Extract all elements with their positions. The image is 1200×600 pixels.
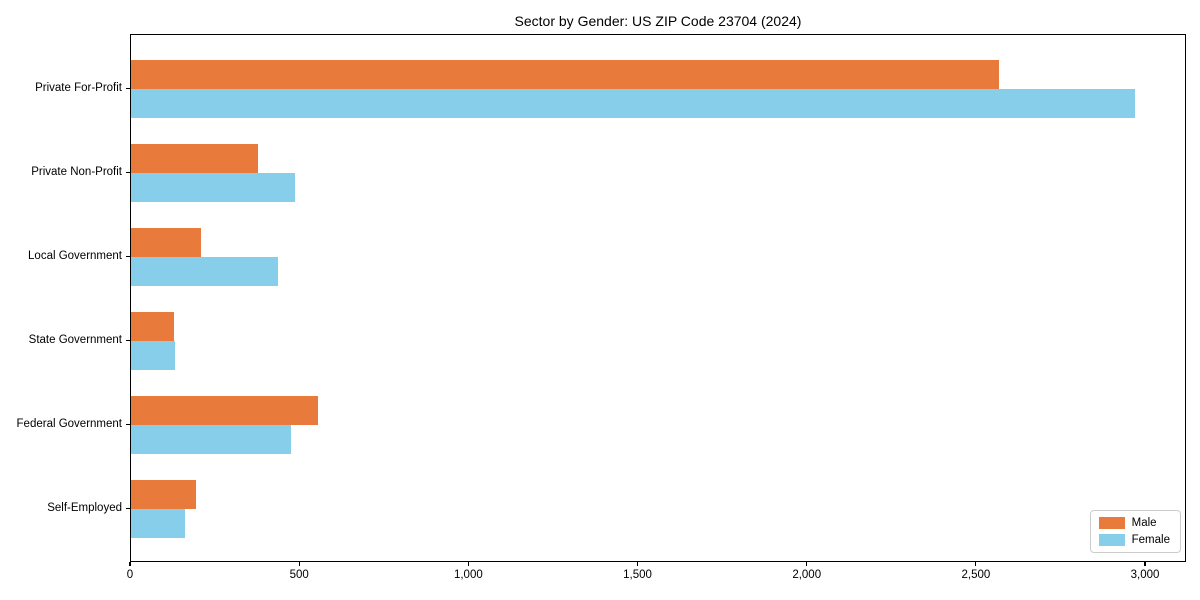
xtick-label-500: 500 [289, 569, 309, 581]
xtick-label-1000: 1,000 [453, 569, 483, 581]
bar-female-private-non-profit [131, 173, 296, 202]
xtick-mark-2000 [806, 562, 808, 566]
xtick-mark-2500 [975, 562, 977, 566]
ytick-label-state-government: State Government [28, 334, 122, 346]
legend-label-female: Female [1131, 534, 1170, 546]
ytick-label-federal-government: Federal Government [16, 418, 122, 430]
legend-swatch-male [1098, 517, 1125, 529]
ytick-label-self-employed: Self-Employed [47, 502, 122, 514]
chart-title: Sector by Gender: US ZIP Code 23704 (202… [514, 13, 802, 29]
xtick-mark-0 [129, 562, 131, 566]
xtick-mark-3000 [1144, 562, 1146, 566]
xtick-mark-1500 [636, 562, 639, 566]
bar-male-private-non-profit [131, 144, 258, 173]
legend-item-male: Male [1098, 517, 1170, 529]
ytick-mark-private-for-profit [126, 87, 130, 89]
ytick-mark-private-non-profit [126, 171, 130, 173]
legend-swatch-female [1098, 534, 1125, 546]
bar-male-self-employed [131, 480, 197, 509]
xtick-mark-1000 [467, 562, 469, 566]
bar-male-state-government [131, 312, 174, 341]
bar-female-self-employed [131, 509, 186, 538]
xtick-mark-500 [298, 562, 300, 566]
xtick-label-0: 0 [126, 569, 134, 581]
bar-male-local-government [131, 228, 201, 257]
ytick-label-local-government: Local Government [28, 250, 122, 262]
legend-item-female: Female [1098, 534, 1170, 546]
xtick-label-1500: 1,500 [623, 569, 652, 581]
legend-label-male: Male [1131, 517, 1157, 529]
plot-area [130, 34, 1186, 562]
xtick-label-2000: 2,000 [792, 569, 822, 581]
bar-female-local-government [131, 257, 278, 286]
ytick-label-private-non-profit: Private Non-Profit [31, 166, 122, 178]
xtick-label-3000: 3,000 [1130, 569, 1160, 581]
bar-female-state-government [131, 341, 175, 370]
ytick-mark-self-employed [126, 507, 130, 509]
ytick-mark-state-government [126, 339, 130, 341]
bar-female-federal-government [131, 425, 292, 454]
ytick-label-private-for-profit: Private For-Profit [35, 82, 122, 94]
legend: Male Female [1089, 510, 1181, 553]
xtick-label-2500: 2,500 [961, 569, 991, 581]
bar-female-private-for-profit [131, 89, 1135, 118]
ytick-mark-federal-government [126, 423, 130, 425]
bar-male-federal-government [131, 396, 319, 425]
ytick-mark-local-government [126, 255, 130, 257]
bar-male-private-for-profit [131, 60, 999, 89]
